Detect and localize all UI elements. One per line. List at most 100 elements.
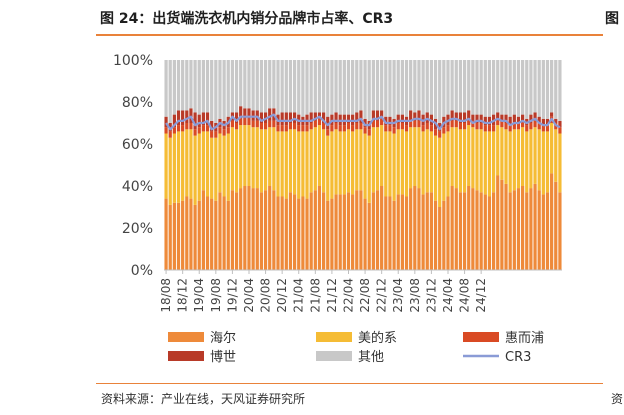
bar-segment-haier xyxy=(483,194,487,270)
bar-stack xyxy=(263,60,268,270)
y-tick-label: 60% xyxy=(122,137,153,153)
bar-stack xyxy=(346,60,351,270)
bar-segment-haier xyxy=(330,198,334,270)
bar-segment-other xyxy=(545,60,550,119)
legend-label-huierpu: 惠而浦 xyxy=(505,331,544,346)
bar-segment-other xyxy=(210,60,214,121)
bar-segment-other xyxy=(268,60,272,109)
bar-segment-midea xyxy=(313,127,317,191)
bar-segment-other xyxy=(317,60,322,113)
bar-stack xyxy=(359,60,363,270)
bar-stack xyxy=(413,60,417,270)
bar-segment-huierpu xyxy=(280,125,284,132)
bar-segment-other xyxy=(388,60,392,117)
bar-segment-haier xyxy=(380,186,384,270)
bar-segment-haier xyxy=(251,188,255,270)
bar-segment-haier xyxy=(218,192,222,270)
x-tick-label: 24/12 xyxy=(474,278,488,313)
bar-segment-other xyxy=(529,60,533,115)
bar-stack xyxy=(342,60,346,270)
bar-segment-huierpu xyxy=(404,125,409,132)
bar-segment-haier xyxy=(280,196,284,270)
bar-segment-huierpu xyxy=(259,123,264,130)
bar-stack xyxy=(550,60,554,270)
bar-segment-boshi xyxy=(471,114,475,121)
bar-segment-huierpu xyxy=(483,125,487,132)
legend-label-haier: 海尔 xyxy=(210,331,236,346)
bar-segment-boshi xyxy=(554,118,558,123)
bar-segment-boshi xyxy=(359,110,363,123)
bar-segment-huierpu xyxy=(205,125,210,132)
bar-segment-midea xyxy=(176,131,181,203)
bar-segment-midea xyxy=(491,131,496,193)
bar-segment-boshi xyxy=(496,112,500,119)
bar-segment-midea xyxy=(487,131,492,197)
bar-segment-other xyxy=(193,60,197,113)
bar-segment-boshi xyxy=(380,110,384,119)
bar-segment-midea xyxy=(334,129,338,195)
bar-segment-haier xyxy=(479,192,483,270)
bar-segment-midea xyxy=(297,131,301,199)
bar-segment-other xyxy=(442,60,446,117)
bar-segment-huierpu xyxy=(255,120,259,128)
bar-segment-midea xyxy=(230,127,235,191)
bar-segment-huierpu xyxy=(359,123,363,130)
bar-stack xyxy=(433,60,438,270)
bar-segment-boshi xyxy=(500,114,504,121)
bar-segment-other xyxy=(371,60,375,111)
bar-stack xyxy=(545,60,550,270)
bar-segment-boshi xyxy=(529,114,533,123)
bar-stack xyxy=(259,60,264,270)
bar-segment-other xyxy=(367,60,371,121)
bar-segment-haier xyxy=(467,186,471,270)
bar-segment-huierpu xyxy=(351,125,355,132)
bar-segment-midea xyxy=(210,137,214,199)
bar-segment-midea xyxy=(214,137,218,201)
bar-segment-huierpu xyxy=(525,125,529,132)
bar-stack xyxy=(181,60,185,270)
bar-segment-midea xyxy=(413,127,417,186)
bar-segment-midea xyxy=(371,127,375,193)
bar-segment-haier xyxy=(205,196,210,270)
bar-segment-midea xyxy=(367,135,371,203)
bar-segment-huierpu xyxy=(181,125,185,132)
bar-stack xyxy=(305,60,309,270)
bar-segment-midea xyxy=(442,133,446,201)
bar-stack xyxy=(425,60,429,270)
bar-segment-haier xyxy=(396,194,400,270)
bar-segment-midea xyxy=(288,129,293,193)
bar-stack xyxy=(288,60,293,270)
bar-segment-other xyxy=(384,60,388,117)
bar-segment-haier xyxy=(255,188,259,270)
bar-segment-other xyxy=(454,60,458,113)
bar-segment-other xyxy=(247,60,251,109)
bar-segment-haier xyxy=(297,198,301,270)
bar-segment-midea xyxy=(438,137,442,207)
x-tick-label: 18/12 xyxy=(176,278,190,313)
bar-segment-other xyxy=(429,60,434,115)
bar-segment-huierpu xyxy=(243,118,247,126)
bar-segment-midea xyxy=(496,125,500,176)
bar-stack xyxy=(164,60,168,270)
bar-segment-haier xyxy=(458,192,463,270)
bar-stack xyxy=(243,60,247,270)
bar-segment-haier xyxy=(371,192,375,270)
bar-segment-other xyxy=(168,60,172,123)
bar-segment-haier xyxy=(247,186,251,270)
legend-item-boshi: 博世 xyxy=(168,350,236,365)
bar-segment-haier xyxy=(367,202,371,270)
bar-segment-midea xyxy=(541,131,545,195)
bar-segment-haier xyxy=(388,196,392,270)
bar-segment-midea xyxy=(375,127,380,191)
bar-segment-midea xyxy=(168,137,172,205)
title-divider xyxy=(96,34,603,36)
bar-segment-midea xyxy=(500,127,504,180)
bar-segment-midea xyxy=(550,123,554,174)
bar-segment-midea xyxy=(400,129,404,195)
bar-segment-huierpu xyxy=(276,125,280,132)
bar-segment-other xyxy=(446,60,450,115)
bar-segment-huierpu xyxy=(521,120,525,128)
bar-segment-other xyxy=(516,60,521,117)
bar-segment-other xyxy=(533,60,537,113)
